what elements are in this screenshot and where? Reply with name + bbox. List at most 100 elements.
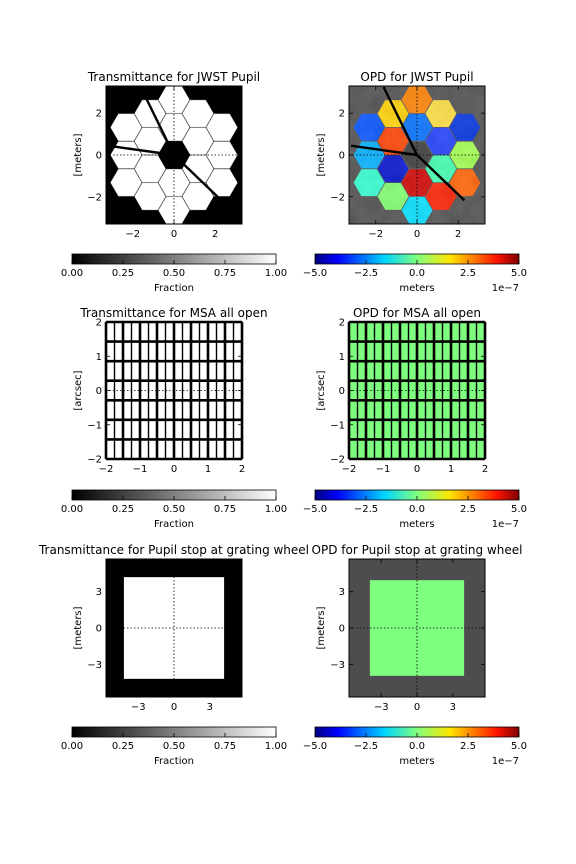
y-tick-label: 1	[339, 352, 345, 363]
y-tick-label: 2	[96, 318, 102, 329]
mirror-segment	[182, 155, 214, 183]
strut-left	[107, 144, 175, 157]
colorbar: 0.00 0.25 0.50 0.75 1.00 Fraction	[61, 489, 287, 530]
mirror-segment	[158, 113, 190, 142]
y-tick-label: −1	[87, 420, 102, 431]
x-tick-label: 0	[414, 464, 420, 475]
panel-5: Transmittance for Pupil stop at grating …	[38, 543, 309, 767]
y-axis-label: [arcsec]	[73, 370, 84, 410]
mirror-segment	[206, 168, 238, 197]
colorbar-tick-label: 2.5	[460, 268, 476, 279]
x-tick-label: −2	[125, 229, 140, 240]
y-tick-label: −3	[330, 660, 345, 671]
y-axis-label: [arcsec]	[316, 370, 327, 410]
x-tick-label: 3	[450, 702, 456, 713]
x-tick-label: 0	[171, 702, 177, 713]
y-axis-label: [meters]	[73, 606, 84, 649]
x-tick-label: 1	[448, 464, 454, 475]
strut-top	[382, 86, 419, 156]
x-tick-label: −2	[99, 464, 114, 475]
colorbar-tick-label: 2.5	[460, 504, 476, 515]
y-tick-label: 1	[96, 352, 102, 363]
x-tick-label: 0	[171, 229, 177, 240]
x-tick-label: 3	[207, 702, 213, 713]
colorbar-tick-label: −5.0	[303, 741, 327, 752]
colorbar-tick-label: −2.5	[354, 504, 378, 515]
colorbar-tick-label: 1.00	[265, 504, 287, 515]
panel-6: OPD for Pupil stop at grating wheel −3 0 3 3…	[303, 543, 527, 767]
colorbar-tick-label: 0.25	[112, 741, 134, 752]
x-tick-label: −2	[368, 229, 383, 240]
mirror-segment	[182, 99, 214, 128]
chart-title: Transmittance for MSA all open	[79, 306, 267, 320]
mirror-segment	[206, 113, 238, 142]
colorbar-multiplier: 1e−7	[492, 519, 519, 530]
y-tick-label: −1	[330, 420, 345, 431]
strut-top	[139, 86, 176, 156]
colorbar-tick-label: 0.00	[61, 504, 83, 515]
colorbar-tick-label: 1.00	[265, 268, 287, 279]
colorbar-tick-label: −5.0	[303, 504, 327, 515]
x-tick-label: −1	[133, 464, 148, 475]
y-tick-label: 0	[96, 624, 102, 635]
colorbar-tick-label: 0.50	[163, 504, 185, 515]
strut-right	[416, 154, 466, 202]
x-tick-label: −3	[131, 702, 146, 713]
colorbar-tick-label: 0.50	[163, 741, 185, 752]
colorbar-label: meters	[399, 519, 434, 530]
x-tick-label: 2	[482, 464, 488, 475]
colorbar-label: meters	[399, 283, 434, 294]
y-tick-label: 2	[96, 109, 102, 120]
x-tick-label: 2	[455, 229, 461, 240]
colorbar-tick-label: 0.0	[409, 504, 425, 515]
y-tick-label: 0	[96, 386, 102, 397]
colorbar-multiplier: 1e−7	[492, 283, 519, 294]
colorbar-tick-label: 0.50	[163, 268, 185, 279]
colorbar-tick-label: 5.0	[511, 504, 527, 515]
x-tick-label: −1	[376, 464, 391, 475]
strut-left	[350, 144, 418, 157]
chart-title: OPD for Pupil stop at grating wheel	[312, 543, 523, 557]
mirror-segment	[134, 127, 166, 155]
colorbar-tick-label: 5.0	[511, 741, 527, 752]
colorbar-tick-label: 0.0	[409, 741, 425, 752]
y-tick-label: −2	[330, 455, 345, 466]
colorbar: 0.00 0.25 0.50 0.75 1.00 Fraction	[61, 726, 287, 767]
colorbar-tick-label: 2.5	[460, 741, 476, 752]
colorbar: −5.0 −2.5 0.0 2.5 5.0 meters 1e−7	[303, 489, 527, 530]
colorbar-tick-label: −5.0	[303, 268, 327, 279]
colorbar-tick-label: 0.0	[409, 268, 425, 279]
panel-4: OPD for MSA all open −2 −1 0 1 2 2 1 0 −1 −2 [arcse…	[303, 306, 527, 530]
mirror-segment	[158, 168, 190, 197]
colorbar-tick-label: 0.75	[214, 741, 236, 752]
colorbar-label: meters	[399, 756, 434, 767]
x-tick-label: 0	[414, 702, 420, 713]
y-tick-label: −2	[87, 192, 102, 203]
colorbar-tick-label: −2.5	[354, 268, 378, 279]
y-tick-label: 0	[339, 151, 345, 162]
panel-3: Transmittance for MSA all open −2 −1 0 1 2 2 1 0…	[61, 306, 287, 530]
y-axis-label: [meters]	[316, 133, 327, 176]
colorbar-label: Fraction	[154, 283, 194, 294]
x-tick-label: 0	[171, 464, 177, 475]
colorbar-multiplier: 1e−7	[492, 756, 519, 767]
colorbar-tick-label: −2.5	[354, 741, 378, 752]
mirror-segment	[182, 182, 214, 211]
y-tick-label: −2	[330, 192, 345, 203]
chart-title: OPD for JWST Pupil	[360, 70, 473, 84]
colorbar-tick-label: 5.0	[511, 268, 527, 279]
y-tick-label: 3	[339, 587, 345, 598]
colorbar-tick-label: 0.75	[214, 504, 236, 515]
colorbar-tick-label: 0.00	[61, 268, 83, 279]
colorbar-label: Fraction	[154, 519, 194, 530]
colorbar-tick-label: 0.75	[214, 268, 236, 279]
chart-title: Transmittance for Pupil stop at grating …	[38, 543, 309, 557]
colorbar-tick-label: 1.00	[265, 741, 287, 752]
chart-title: OPD for MSA all open	[353, 306, 481, 320]
strut-right	[173, 154, 223, 202]
x-tick-label: 2	[212, 229, 218, 240]
y-tick-label: −3	[87, 660, 102, 671]
x-tick-label: −2	[342, 464, 357, 475]
panel-2: OPD for JWST Pupil −2 0 2 2 0 −2 [meters] −5.0 −2…	[303, 70, 527, 294]
